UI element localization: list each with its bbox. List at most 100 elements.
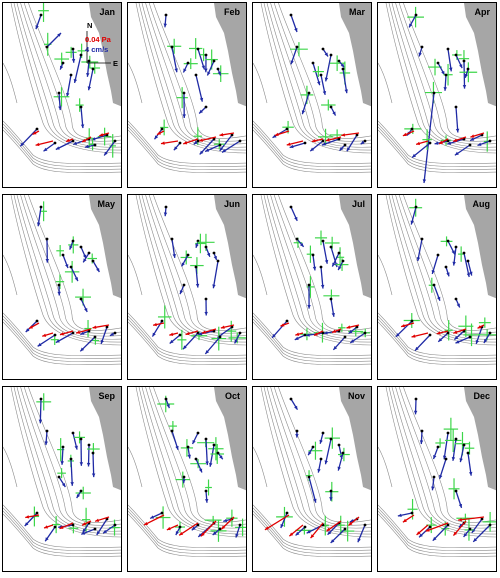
velocity-arrow (169, 334, 181, 344)
variance-cross (290, 42, 308, 57)
station-marker (454, 489, 458, 493)
station-marker (414, 205, 418, 209)
station-marker (218, 335, 222, 339)
velocity-arrow (197, 48, 206, 70)
velocity-arrow (223, 518, 233, 523)
stress-arrow (341, 132, 360, 137)
velocity-arrow (329, 490, 333, 501)
station-marker (321, 47, 325, 51)
station-marker (343, 527, 347, 531)
stress-arrow (402, 514, 415, 523)
wind-stress-arrows (280, 322, 360, 337)
variance-cross (89, 62, 101, 74)
stress-arrow (183, 138, 199, 145)
station-marker (307, 283, 311, 287)
coastline-land (464, 387, 496, 491)
station-marker (160, 511, 164, 515)
variance-cross (235, 518, 246, 537)
velocity-arrow (455, 336, 471, 344)
stress-arrow (169, 332, 179, 336)
velocity-arrow (301, 92, 310, 115)
velocity-arrow (455, 106, 460, 133)
map-canvas (378, 195, 496, 366)
stress-arrow (425, 522, 449, 532)
velocity-arrow (206, 60, 215, 76)
variance-cross (75, 98, 84, 112)
coastline-land (339, 3, 371, 107)
stress-arrow (219, 132, 235, 137)
variance-cross (189, 38, 203, 59)
velocity-arrow (290, 14, 298, 33)
velocity-arrow (80, 298, 88, 313)
station-marker (212, 443, 216, 447)
map-canvas (128, 195, 246, 366)
station-marker (61, 61, 65, 65)
station-marker (79, 297, 83, 301)
variance-cross (329, 55, 345, 72)
coastline-land (214, 195, 246, 299)
velocity-arrow (432, 446, 439, 460)
station-marker (466, 451, 470, 455)
variance-cross (459, 62, 478, 83)
velocity-arrow (43, 142, 56, 152)
stress-arrow (452, 136, 467, 143)
velocity-arrow (19, 128, 38, 147)
velocity-arrow (209, 444, 215, 467)
velocity-arrow (195, 266, 200, 288)
variance-cross (212, 65, 229, 82)
velocity-arrow (320, 74, 327, 95)
stress-arrow (264, 514, 290, 531)
stress-arrow (415, 140, 429, 146)
variance-cross (55, 274, 65, 289)
velocity-arrow (455, 54, 463, 69)
station-marker (194, 73, 198, 77)
station-marker (93, 143, 97, 147)
velocity-arrow (84, 144, 96, 149)
station-marker (216, 259, 220, 263)
velocity-arrow (103, 140, 116, 156)
velocity-arrow (411, 142, 431, 159)
station-marker (454, 105, 458, 109)
velocity-arrow (71, 48, 76, 63)
stress-arrow (346, 324, 360, 329)
velocity-arrow (66, 74, 72, 97)
station-marker (446, 139, 450, 143)
station-marker (194, 265, 198, 269)
velocity-arrow (472, 524, 491, 543)
station-marker (178, 141, 182, 145)
station-marker (87, 251, 91, 255)
velocity-scale-label: 4 cm/s (85, 45, 109, 54)
variance-cross (422, 129, 432, 150)
velocity-arrow (467, 452, 473, 476)
bathymetry-contours (128, 195, 246, 366)
velocity-arrow (469, 134, 483, 142)
velocity-arrow (86, 60, 90, 77)
stress-arrow (288, 524, 304, 537)
velocity-arrow (307, 284, 311, 309)
station-marker (329, 297, 333, 301)
station-marker (91, 451, 95, 455)
station-marker (454, 297, 458, 301)
variance-cross (177, 329, 187, 350)
velocity-arrow (163, 14, 167, 28)
map-canvas (128, 387, 246, 558)
station-marker (79, 489, 83, 493)
velocity-arrow (437, 62, 446, 76)
velocity-arrow (295, 526, 306, 536)
velocity-arrow (455, 490, 463, 509)
map-panel: Apr (377, 2, 497, 188)
bathymetry-contours (3, 3, 121, 174)
stress-arrow (32, 130, 40, 135)
station-marker (420, 237, 424, 241)
stress-arrow (43, 524, 54, 529)
velocity-arrow (37, 334, 56, 347)
station-marker (337, 443, 341, 447)
stress-arrow (331, 328, 342, 334)
station-marker (446, 331, 450, 335)
variance-cross (75, 486, 91, 500)
velocity-arrow (204, 144, 221, 153)
stress-arrow (59, 330, 74, 336)
station-marker (69, 73, 73, 77)
velocity-arrow (187, 446, 191, 459)
station-marker (164, 397, 168, 401)
